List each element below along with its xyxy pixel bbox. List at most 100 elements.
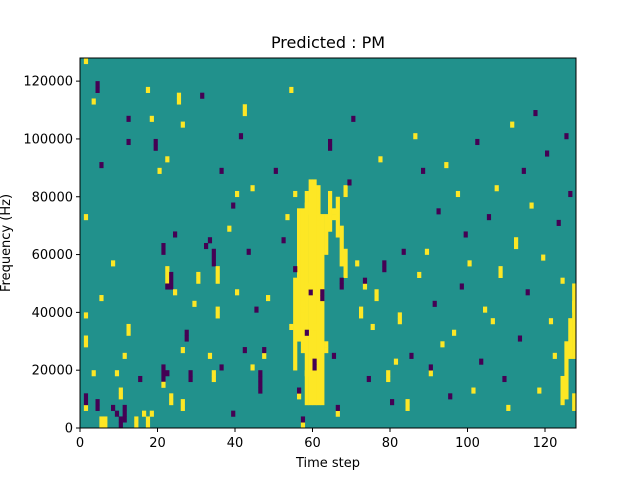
heatmap-cell xyxy=(339,277,344,284)
heatmap-cell xyxy=(343,185,348,192)
heatmap-cell xyxy=(235,190,240,198)
heatmap-cell xyxy=(347,179,352,186)
heatmap-cell xyxy=(99,422,104,429)
y-tick-label: 80000 xyxy=(32,190,73,205)
heatmap-cell xyxy=(324,347,329,354)
x-tick-label: 100 xyxy=(455,436,480,451)
heatmap-cell xyxy=(467,260,472,267)
x-tick-label: 120 xyxy=(533,436,558,451)
heatmap-cell xyxy=(83,393,89,400)
heatmap-cell xyxy=(95,399,100,406)
heatmap-cell xyxy=(145,86,151,93)
heatmap-cell xyxy=(215,306,220,313)
heatmap-cell xyxy=(266,295,271,302)
heatmap-cell xyxy=(316,219,321,226)
heatmap-cell xyxy=(83,312,89,319)
heatmap-cell xyxy=(83,404,89,411)
heatmap-cell xyxy=(382,260,387,267)
heatmap-cell xyxy=(118,387,123,394)
heatmap-run xyxy=(564,341,569,400)
heatmap-cell xyxy=(99,162,104,169)
heatmap-run xyxy=(161,364,166,383)
heatmap-cell xyxy=(343,190,348,198)
heatmap-cell xyxy=(95,86,100,93)
heatmap-cell xyxy=(211,375,216,383)
heatmap-run xyxy=(211,248,216,267)
heatmap-cell xyxy=(258,370,263,377)
heatmap-run xyxy=(312,179,317,406)
heatmap-cell xyxy=(258,387,263,394)
heatmap-run xyxy=(572,393,577,411)
heatmap-cell xyxy=(134,422,139,429)
heatmap-cell xyxy=(111,404,116,411)
heatmap-cell xyxy=(126,329,131,336)
y-tick-label: 120000 xyxy=(23,75,73,90)
heatmap-cell xyxy=(184,335,189,342)
heatmap-run xyxy=(165,266,170,284)
heatmap-cell xyxy=(91,98,96,105)
heatmap-cell xyxy=(118,422,123,429)
heatmap-cell xyxy=(328,144,333,151)
heatmap-cell xyxy=(83,335,89,342)
heatmap-cell xyxy=(126,115,131,122)
heatmap-cell xyxy=(95,81,100,88)
x-axis: 0 20 40 60 80 100 120 xyxy=(76,428,558,451)
heatmap-cell xyxy=(517,335,523,342)
heatmap-cell xyxy=(165,370,170,377)
heatmap-cell xyxy=(122,352,127,359)
heatmap-cell xyxy=(242,104,247,111)
heatmap-cell xyxy=(537,387,542,394)
heatmap-cell xyxy=(300,416,306,423)
heatmap-cell xyxy=(180,399,185,406)
heatmap-cell xyxy=(196,271,201,278)
heatmap-cell xyxy=(455,190,461,198)
heatmap-cell xyxy=(359,312,364,319)
heatmap-cell xyxy=(393,358,399,365)
heatmap-run xyxy=(328,190,333,232)
heatmap-cell xyxy=(304,202,309,209)
y-axis-label: Frequency (Hz) xyxy=(0,194,14,292)
heatmap-cell xyxy=(169,393,174,400)
heatmap-cell xyxy=(479,358,484,365)
heatmap-run xyxy=(300,208,306,354)
heatmap-cell xyxy=(231,410,236,417)
heatmap-cell xyxy=(238,133,244,140)
heatmap-cell xyxy=(192,300,197,307)
y-axis: 0 20000 40000 60000 80000 100000 120000 xyxy=(23,75,80,437)
y-tick-label: 20000 xyxy=(32,364,73,379)
heatmap-cell xyxy=(300,422,306,429)
plot-area xyxy=(80,58,577,429)
heatmap-cell xyxy=(572,306,577,313)
heatmap-cell xyxy=(242,347,247,354)
heatmap-cell xyxy=(436,208,441,215)
heatmap-cell xyxy=(149,410,154,417)
heatmap-cell xyxy=(273,167,278,174)
heatmap-cell xyxy=(405,399,410,406)
heatmap-cell xyxy=(293,266,298,273)
heatmap-cell xyxy=(103,416,108,423)
heatmap-cell xyxy=(312,358,317,365)
heatmap-cell xyxy=(397,318,402,325)
heatmap-cell xyxy=(122,416,127,423)
heatmap-cell xyxy=(149,115,154,122)
heatmap-cell xyxy=(568,190,573,198)
heatmap-run xyxy=(568,318,573,359)
heatmap-run xyxy=(572,283,577,359)
heatmap-run xyxy=(293,277,298,371)
heatmap-cell xyxy=(235,289,240,296)
heatmap-cell xyxy=(142,410,147,417)
heatmap-cell xyxy=(432,300,437,307)
heatmap-cell xyxy=(514,243,519,250)
heatmap-cell xyxy=(308,289,313,296)
heatmap-cell xyxy=(409,352,414,359)
heatmap-cell xyxy=(196,277,201,284)
heatmap-cell xyxy=(114,410,120,417)
heatmap-cell xyxy=(169,399,174,406)
heatmap-cell xyxy=(498,266,503,273)
heatmap-cell xyxy=(483,306,488,313)
heatmap-cell xyxy=(382,266,387,273)
heatmap-run xyxy=(297,208,302,342)
heatmap-cell xyxy=(355,260,360,267)
heatmap-cell xyxy=(138,375,143,383)
